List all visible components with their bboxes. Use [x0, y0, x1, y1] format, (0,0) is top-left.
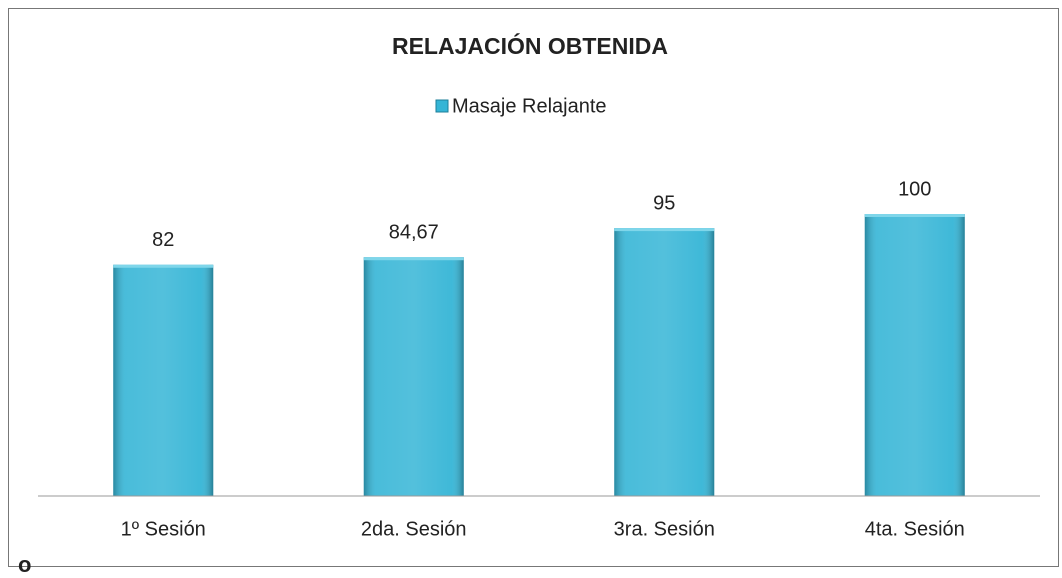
bar-shade — [864, 214, 965, 496]
legend-swatch — [435, 99, 449, 113]
bar-shade — [614, 228, 715, 496]
data-label: 100 — [898, 178, 931, 200]
bar-shade — [113, 264, 214, 496]
footer-text: o — [18, 552, 31, 577]
legend-label: Masaje Relajante — [452, 95, 607, 117]
x-tick-label: 3ra. Sesión — [614, 518, 715, 540]
x-tick-label: 2da. Sesión — [361, 518, 467, 540]
data-label: 95 — [653, 192, 675, 214]
data-label: 82 — [152, 229, 174, 251]
bar-top — [113, 264, 214, 268]
bar-shade — [363, 257, 464, 496]
bar-top — [864, 214, 965, 217]
chart-title: RELAJACIÓN OBTENIDA — [392, 32, 668, 59]
x-tick-label: 4ta. Sesión — [865, 518, 965, 540]
bar-top — [363, 257, 464, 261]
data-label: 84,67 — [389, 222, 439, 244]
bar-top — [614, 228, 715, 232]
x-tick-label: 1º Sesión — [121, 518, 206, 540]
